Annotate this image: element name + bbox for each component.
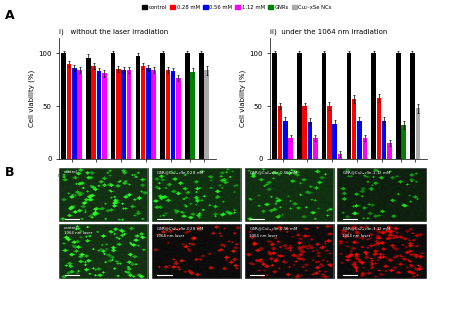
Text: GNR@Cu$_{2-x}$Se-0.56 mM: GNR@Cu$_{2-x}$Se-0.56 mM <box>249 170 298 177</box>
Bar <box>322 54 327 159</box>
Text: control
1064 nm laser: control 1064 nm laser <box>64 226 92 235</box>
Legend: control, 0.28 mM, 0.56 mM, 1.12 mM, GNRs, Cu₂₋xSe NCs: control, 0.28 mM, 0.56 mM, 1.12 mM, GNRs… <box>140 3 334 12</box>
Text: control: control <box>64 170 77 174</box>
Bar <box>185 54 190 159</box>
Text: GNR@Cu$_{2-x}$Se-0.56 mM
1064 nm laser: GNR@Cu$_{2-x}$Se-0.56 mM 1064 nm laser <box>249 226 298 238</box>
Bar <box>116 69 121 159</box>
Bar <box>86 58 91 159</box>
Bar <box>410 54 415 159</box>
Text: B: B <box>5 166 14 179</box>
Bar <box>338 154 342 159</box>
Bar <box>273 54 277 159</box>
Bar <box>171 71 175 159</box>
Bar <box>401 125 406 159</box>
Bar <box>141 66 146 159</box>
Text: GNR@Cu$_{2-x}$Se-0.28 mM
1064 nm laser: GNR@Cu$_{2-x}$Se-0.28 mM 1064 nm laser <box>156 226 205 238</box>
Text: ii)  under the 1064 nm irradiation: ii) under the 1064 nm irradiation <box>270 28 388 35</box>
Bar <box>416 108 420 159</box>
Bar <box>121 70 126 159</box>
Bar <box>308 122 312 159</box>
Bar <box>152 70 156 159</box>
Text: GNR@Cu$_{2-x}$Se-0.28 mM: GNR@Cu$_{2-x}$Se-0.28 mM <box>156 170 205 177</box>
Y-axis label: Cell viability (%): Cell viability (%) <box>29 69 36 127</box>
Bar <box>160 54 165 159</box>
Bar <box>136 55 140 159</box>
Text: i)   without the laser irradiation: i) without the laser irradiation <box>59 28 168 35</box>
Bar <box>91 66 96 159</box>
Bar <box>165 70 170 159</box>
Bar <box>191 72 195 159</box>
Bar <box>297 54 301 159</box>
Bar <box>346 54 351 159</box>
Bar <box>357 121 362 159</box>
Bar <box>283 121 288 159</box>
Bar <box>382 121 386 159</box>
Bar <box>363 138 367 159</box>
Bar <box>146 68 151 159</box>
Bar <box>127 70 131 159</box>
Bar <box>396 54 401 159</box>
Bar <box>102 74 107 159</box>
Bar <box>204 70 209 159</box>
Bar <box>313 138 318 159</box>
Bar <box>97 71 101 159</box>
Bar <box>288 138 293 159</box>
Bar <box>332 124 337 159</box>
Y-axis label: Cell viability (%): Cell viability (%) <box>240 69 246 127</box>
Bar <box>387 143 392 159</box>
Bar <box>72 68 76 159</box>
Text: A: A <box>5 9 14 23</box>
Text: GNR@Cu$_{2-x}$Se-1.12 mM
1064 nm laser: GNR@Cu$_{2-x}$Se-1.12 mM 1064 nm laser <box>342 226 391 238</box>
Bar <box>278 106 282 159</box>
Bar <box>199 54 204 159</box>
Bar <box>327 106 332 159</box>
Bar <box>67 64 71 159</box>
Bar <box>77 70 82 159</box>
Bar <box>176 78 181 159</box>
Bar <box>352 99 356 159</box>
Bar <box>62 54 66 159</box>
Bar <box>302 106 307 159</box>
Bar <box>371 54 376 159</box>
Bar <box>377 98 381 159</box>
Bar <box>111 54 115 159</box>
Text: GNR@Cu$_{2-x}$Se-1.12 mM: GNR@Cu$_{2-x}$Se-1.12 mM <box>342 170 391 177</box>
